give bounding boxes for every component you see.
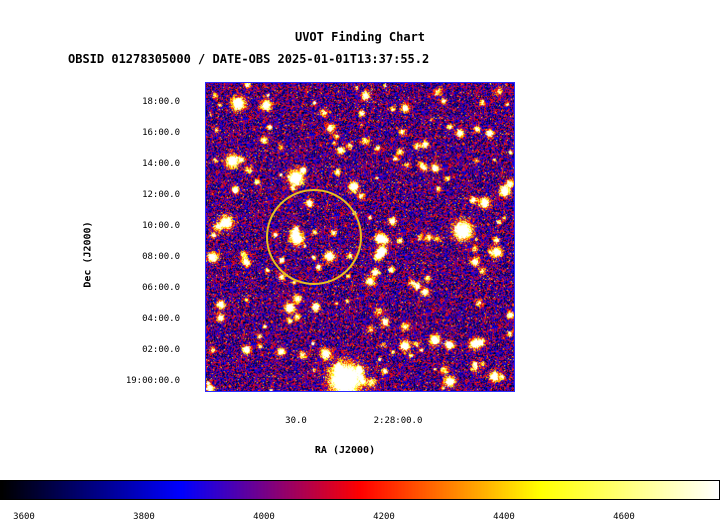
y-tick-label: 14:00.0 [142,159,180,169]
y-tick-label: 10:00.0 [142,221,180,231]
x-tick-label: 30.0 [285,416,307,426]
y-tick-label: 06:00.0 [142,283,180,293]
colorbar-tick-label: 4000 [253,512,275,522]
y-tick-label: 18:00.0 [142,97,180,107]
y-tick-label: 04:00.0 [142,314,180,324]
chart-subtitle: OBSID 01278305000 / DATE-OBS 2025-01-01T… [68,52,430,66]
y-tick-label: 02:00.0 [142,345,180,355]
colorbar-tick-label: 4400 [493,512,515,522]
x-axis-label: RA (J2000) [314,445,376,456]
sky-image-canvas[interactable] [206,83,514,391]
colorbar-tick-label: 4600 [613,512,635,522]
sky-image[interactable] [205,82,515,392]
y-tick-label: 19:00:00.0 [125,376,180,386]
colorbar-tick-label: 3600 [13,512,35,522]
x-tick-label: 2:28:00.0 [373,416,423,426]
chart-title: UVOT Finding Chart [294,30,426,44]
colorbar-tick-label: 4200 [373,512,395,522]
y-tick-label: 12:00.0 [142,190,180,200]
colorbar-tick-label: 3800 [133,512,155,522]
y-axis-label: Dec (J2000) [82,221,94,288]
y-tick-label: 16:00.0 [142,128,180,138]
colorbar-gradient [1,481,719,499]
colorbar [0,480,720,500]
y-tick-label: 08:00.0 [142,252,180,262]
